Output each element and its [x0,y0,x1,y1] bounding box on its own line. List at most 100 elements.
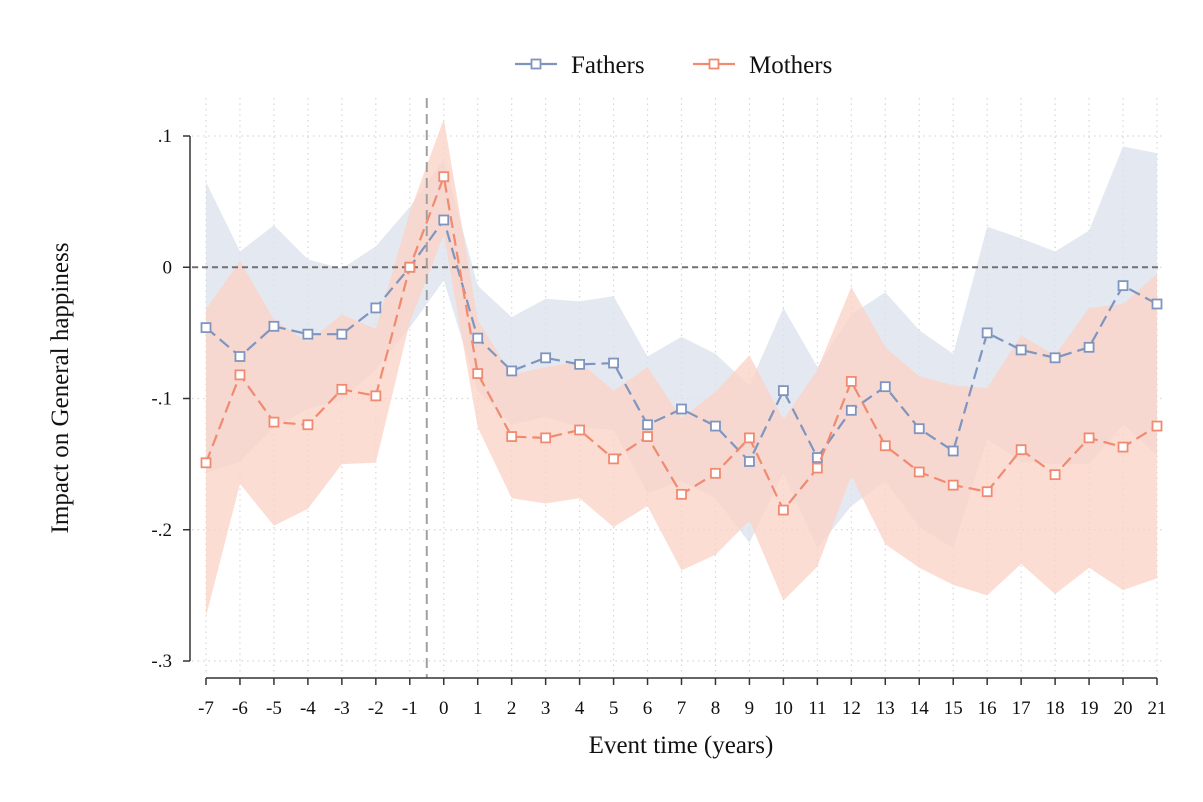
fathers-point [981,327,993,339]
x-tick-label: 12 [842,698,861,719]
x-tick-label: 18 [1046,698,1065,719]
mothers-point [1015,444,1027,456]
y-tick-label: 0 [163,257,173,278]
fathers-point [438,214,450,226]
y-tick-label: -.3 [151,651,172,672]
x-tick-label: 10 [774,698,793,719]
y-axis-title: Impact on General happiness [47,243,74,534]
x-tick-label: 7 [677,698,687,719]
fathers-point [608,357,619,369]
x-tick-label: 17 [1012,698,1031,719]
mothers-point [438,171,450,183]
fathers-point [1117,280,1129,292]
fathers-point [200,322,212,334]
mothers-legend-label: Mothers [749,52,832,79]
fathers-point [268,320,280,332]
fathers-legend-marker [530,58,542,70]
x-tick-label: -4 [300,698,316,719]
mothers-point [947,479,959,491]
x-tick-label: 21 [1148,698,1167,719]
mothers-point [642,431,653,442]
x-tick-label: 2 [507,698,517,719]
mothers-point [336,383,348,395]
mothers-point [1049,469,1061,481]
reference-lines [192,98,1160,678]
mothers-point [744,432,755,444]
x-tick-label: -2 [368,698,384,719]
mothers-point [710,467,721,479]
x-tick-label: 20 [1114,698,1133,719]
mothers-point [608,453,619,465]
x-tick-label: -6 [232,698,248,719]
fathers-point [234,351,246,362]
y-tick-label: -.1 [151,389,172,410]
x-tick-label: 0 [439,698,449,719]
confidence-bands [206,118,1157,617]
fathers-point [947,445,959,457]
mothers-point [913,466,925,478]
fathers-point [1049,352,1061,364]
fathers-point [370,302,382,314]
fathers-point [676,403,687,415]
mothers-point [540,432,552,444]
fathers-point [710,420,721,432]
fathers-point [472,332,484,344]
mothers-point [472,368,484,379]
x-tick-label: 19 [1080,698,1099,719]
mothers-point [268,416,280,428]
x-tick-label: 8 [711,698,721,719]
mothers-point [811,462,823,474]
fathers-point [506,365,518,377]
x-tick-label: 3 [541,698,551,719]
fathers-point [777,385,789,397]
x-tick-label: -1 [402,698,418,719]
mothers-legend-marker [708,58,720,70]
fathers-point [642,419,653,431]
x-tick-label: 11 [808,698,826,719]
x-tick-label: 15 [944,698,963,719]
mothers-point [574,424,586,436]
x-tick-label: -3 [334,698,350,719]
axes: .10-.1-.2-.3-7 -6 -5 -4 -3 -2 -1 0 1 2 3 4 5 6 7 8 9 10 11… [151,126,1166,719]
legend: Fathers Mothers [515,52,832,79]
mothers-confidence-band [206,118,1157,617]
x-tick-label: -7 [198,698,214,719]
fathers-point [845,404,857,416]
x-tick-label: 5 [609,698,619,719]
mothers-point [200,457,212,469]
fathers-line [205,217,1158,464]
fathers-point [540,352,552,364]
series-lines [200,171,1163,516]
fathers-point [1083,341,1095,353]
mothers-point [234,369,246,381]
mothers-point [981,486,993,498]
fathers-legend-label: Fathers [571,52,645,79]
fathers-point [879,381,891,393]
x-tick-label: 13 [876,698,895,719]
mothers-point [302,419,314,431]
fathers-point [744,456,755,467]
mothers-point [1083,432,1095,444]
fathers-point [1015,344,1027,356]
mothers-point [1151,420,1163,432]
fathers-point [574,358,586,370]
mothers-point [506,431,518,442]
mothers-point [1117,441,1129,453]
fathers-point [302,328,314,340]
y-tick-label: .1 [158,126,172,147]
y-tick-label: -.2 [151,520,172,541]
mothers-point [777,504,789,516]
mothers-point [845,376,857,387]
fathers-point [913,423,925,435]
fathers-point [1151,298,1163,310]
x-tick-label: 14 [910,698,930,719]
x-tick-label: 1 [473,698,483,719]
x-tick-label: 16 [978,698,997,719]
mothers-point [404,261,416,273]
mothers-point [370,390,382,402]
x-tick-label: 4 [575,698,585,719]
x-tick-label: 6 [643,698,653,719]
mothers-point [676,488,687,500]
